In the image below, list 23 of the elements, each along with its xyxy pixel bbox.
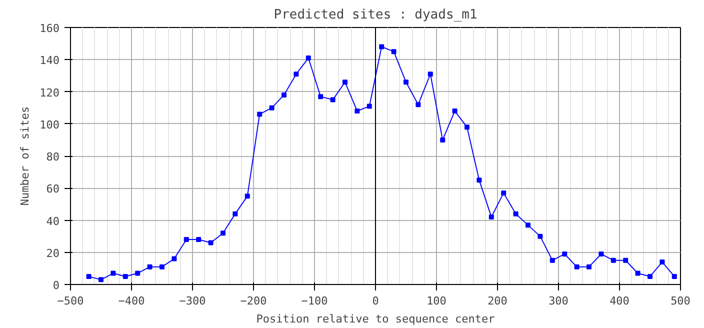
y-tick-label: 20	[46, 246, 60, 260]
y-tick-label: 140	[40, 54, 60, 68]
x-tick-label: −200	[240, 294, 267, 308]
x-tick-label: −500	[57, 294, 84, 308]
x-tick-label: −400	[118, 294, 145, 308]
y-tick-label: 0	[52, 279, 60, 292]
y-axis-title: Number of sites	[18, 106, 32, 206]
x-tick-label: −300	[179, 294, 206, 308]
x-tick-label: 200	[488, 294, 508, 308]
x-tick-label: 100	[426, 294, 446, 308]
x-tick-label: 400	[610, 294, 630, 308]
y-tick-label: 120	[40, 86, 60, 100]
x-tick-label: 500	[670, 294, 690, 308]
y-tick-label: 160	[40, 22, 60, 35]
x-axis-title: Position relative to sequence center	[256, 312, 496, 326]
x-tick-label: 300	[548, 294, 568, 308]
x-tick-label: 0	[372, 294, 379, 308]
y-tick-label: 60	[46, 182, 60, 196]
y-tick-label: 80	[46, 150, 60, 164]
y-tick-label: 100	[40, 118, 60, 132]
chart-title: Predicted sites : dyads_m1	[274, 8, 478, 22]
y-tick-label: 40	[46, 214, 60, 228]
x-tick-label: −100	[301, 294, 328, 308]
